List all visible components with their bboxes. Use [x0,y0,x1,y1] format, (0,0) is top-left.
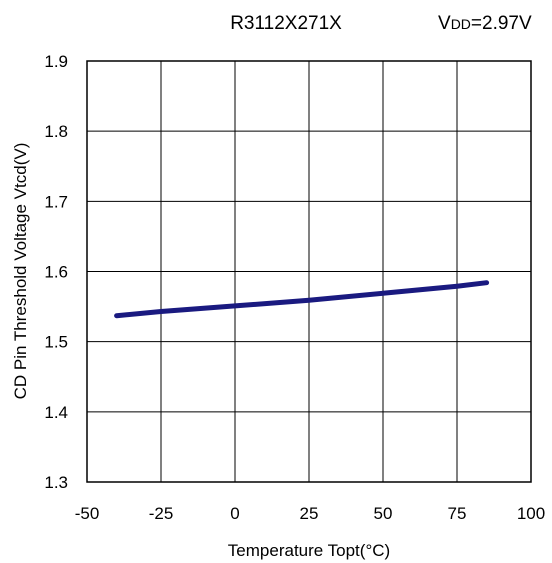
x-tick-label: 25 [300,504,319,523]
y-tick-labels: 1.9 1.8 1.7 1.6 1.5 1.4 1.3 [44,52,68,492]
series-group [114,280,490,319]
condition-value: =2.97V [471,13,532,34]
x-axis-label: Temperature Topt(°C) [228,541,390,560]
y-tick-label: 1.4 [44,403,68,422]
y-tick-label: 1.3 [44,473,68,492]
chart-title: R3112X271X [230,13,342,34]
x-tick-label: 75 [448,504,467,523]
y-tick-label: 1.6 [44,263,68,282]
x-tick-label: 100 [517,504,545,523]
grid [86,60,532,483]
series-line [114,280,490,319]
x-tick-label: -25 [149,504,174,523]
condition-subscript: DD [451,16,471,32]
plot-frame [86,60,532,483]
y-axis-label: CD Pin Threshold Voltage Vtcd(V) [11,143,30,400]
x-tick-label: 50 [374,504,393,523]
x-tick-label: 0 [230,504,239,523]
x-tick-labels: -50 -25 0 25 50 75 100 [75,504,545,523]
condition-prefix: V [438,13,451,34]
chart-condition: VDD=2.97V [438,13,532,34]
y-tick-label: 1.5 [44,333,68,352]
y-tick-label: 1.8 [44,122,68,141]
y-tick-label: 1.9 [44,52,68,71]
x-tick-label: -50 [75,504,100,523]
y-tick-label: 1.7 [44,192,68,211]
